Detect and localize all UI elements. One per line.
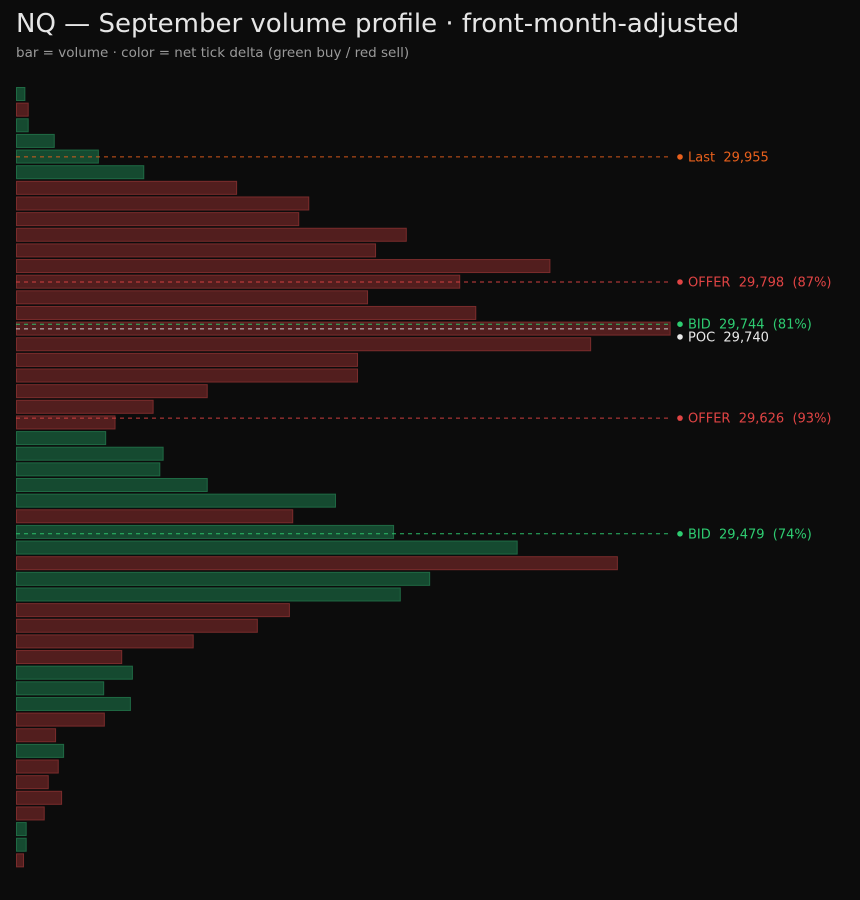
level-label: OFFER 29,626 (93%) [688,412,832,427]
price-levels: Last 29,955 OFFER 29,798 (87%) BID 29,744 … [16,150,832,542]
volume-bar [16,712,105,727]
price-level-offer: OFFER 29,798 (87%) [16,276,832,291]
volume-bar [16,822,27,837]
volume-bar [16,853,25,868]
volume-bar [16,603,290,618]
volume-bar [16,775,49,790]
price-level-bid: BID 29,744 (81%) [16,318,812,333]
volume-bar [16,743,65,758]
volume-bar [16,665,133,680]
volume-bar [16,352,359,367]
volume-bar [16,290,369,305]
volume-bar [16,259,551,274]
volume-bar [16,696,131,711]
volume-bar [16,790,63,805]
volume-bar [16,305,477,320]
price-level-last: Last 29,955 [16,150,769,165]
volume-bar [16,399,154,414]
volume-bar [16,368,359,383]
level-label: Last 29,955 [688,150,769,165]
volume-bar [16,196,310,211]
volume-bar [16,384,208,399]
level-dot-icon [677,279,683,285]
volume-bar [16,118,29,133]
chart-subtitle: bar = volume · color = net tick delta (g… [16,45,410,61]
volume-bar [16,446,164,461]
level-label: BID 29,479 (74%) [688,527,812,542]
volume-bar [16,462,161,477]
volume-bar [16,587,401,602]
price-level-poc: POC 29,740 [16,328,769,345]
volume-bar [16,180,238,195]
volume-bar [16,478,208,492]
volume-bar [16,102,29,117]
volume-bar [16,618,258,633]
volume-bar [16,165,145,180]
volume-bar [16,243,377,258]
level-dot-icon [677,415,683,421]
volume-bar [16,431,107,446]
volume-bar [16,634,194,649]
level-dot-icon [677,321,683,328]
volume-bar [16,837,27,852]
volume-bar [16,87,26,101]
volume-bar [16,806,45,821]
chart-title: NQ — September volume profile · front-mo… [16,9,740,39]
volume-bar [16,133,55,148]
volume-bar [16,571,431,586]
level-dot-icon [677,531,683,537]
volume-bar [16,650,123,665]
volume-bar [16,227,407,242]
level-dot-icon [677,334,683,340]
level-label: OFFER 29,798 (87%) [688,276,832,291]
volume-bar [16,212,300,227]
level-label: POC 29,740 [688,330,769,345]
volume-bar [16,493,336,508]
volume-bar [16,728,57,743]
level-label: BID 29,744 (81%) [688,318,812,333]
volume-bar [16,540,518,555]
volume-bar [16,337,592,352]
volume-bar [16,681,105,696]
volume-bar [16,524,395,539]
volume-bars [16,87,671,868]
volume-bar [16,556,618,571]
price-level-bid: BID 29,479 (74%) [16,527,812,542]
level-dot-icon [677,154,683,160]
price-level-offer: OFFER 29,626 (93%) [16,412,832,427]
volume-bar [16,509,294,524]
volume-bar [16,415,116,430]
volume-bar [16,759,59,774]
